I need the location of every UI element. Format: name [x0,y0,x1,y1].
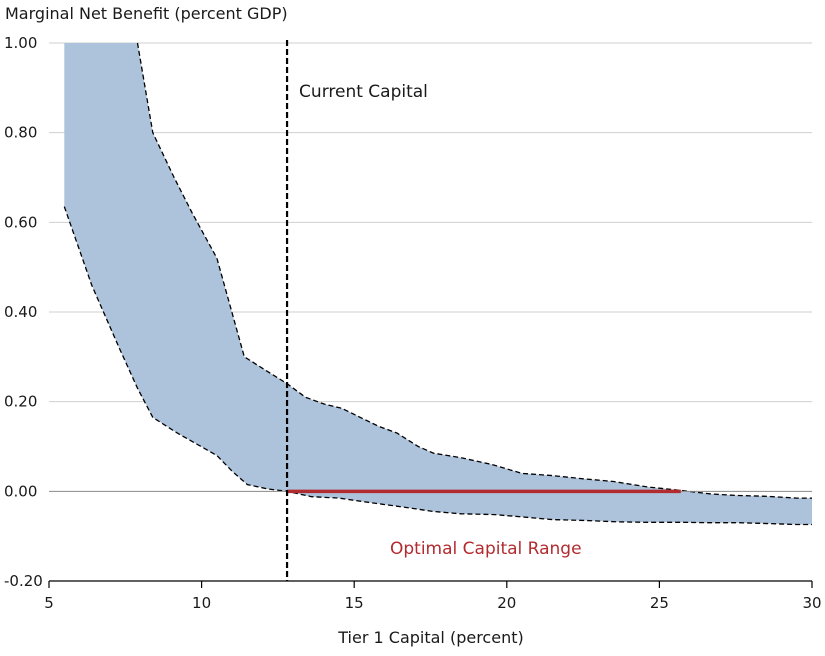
x-tick-label: 15 [345,594,364,612]
lower-bound-line [63,206,812,526]
x-tick-label: 25 [650,594,669,612]
x-tick-label: 5 [44,594,54,612]
x-tick-label: 20 [497,594,516,612]
current-capital-label: Current Capital [299,82,428,102]
y-tick-label: 0.40 [4,303,37,321]
y-tick-label: -0.20 [4,572,43,590]
x-axis-ticks: 5 10 15 20 25 30 [44,581,822,612]
uncertainty-band [64,43,813,525]
y-tick-label: 0.60 [4,213,37,231]
x-tick-label: 30 [802,594,821,612]
x-axis-title: Tier 1 Capital (percent) [337,628,523,647]
y-axis-ticks: -0.20 0.00 0.20 0.40 0.60 0.80 1.00 [4,34,43,590]
y-tick-label: 0.80 [4,124,37,142]
optimal-capital-range-label: Optimal Capital Range [390,539,582,559]
y-tick-label: 0.00 [4,482,37,500]
y-tick-label: 1.00 [4,34,37,52]
x-tick-label: 10 [192,594,211,612]
y-tick-label: 0.20 [4,393,37,411]
y-axis-title: Marginal Net Benefit (percent GDP) [5,4,288,23]
